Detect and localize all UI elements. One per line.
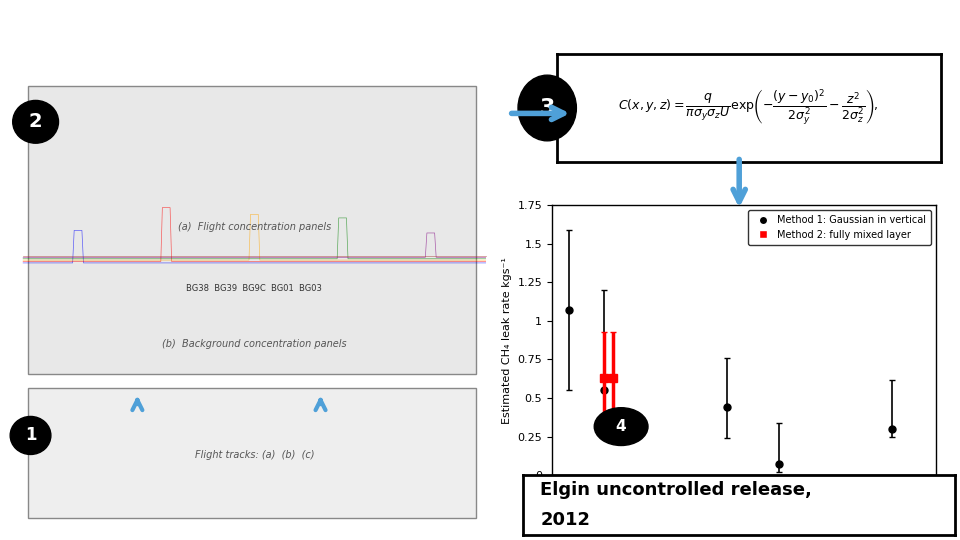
Text: II. GAUSSIAN METHOD: II. GAUSSIAN METHOD bbox=[15, 22, 360, 50]
Text: BG38  BG39  BG9C  BG01  BG03: BG38 BG39 BG9C BG01 BG03 bbox=[186, 284, 323, 293]
FancyBboxPatch shape bbox=[28, 388, 476, 518]
Circle shape bbox=[11, 416, 51, 455]
Text: 2012: 2012 bbox=[540, 511, 590, 529]
Legend: Method 1: Gaussian in vertical, Method 2: fully mixed layer: Method 1: Gaussian in vertical, Method 2… bbox=[748, 210, 931, 245]
Text: Elgin uncontrolled release,: Elgin uncontrolled release, bbox=[540, 481, 812, 499]
Text: $C(x,y,z) = \dfrac{q}{\pi\sigma_y\sigma_z U}\exp\!\left(-\dfrac{(y-y_0)^2}{2\sig: $C(x,y,z) = \dfrac{q}{\pi\sigma_y\sigma_… bbox=[618, 88, 879, 128]
Text: (a)  Flight concentration panels: (a) Flight concentration panels bbox=[178, 222, 331, 232]
FancyBboxPatch shape bbox=[28, 86, 476, 374]
Circle shape bbox=[594, 408, 648, 445]
Text: Flight tracks: (a)  (b)  (c): Flight tracks: (a) (b) (c) bbox=[195, 450, 314, 460]
Circle shape bbox=[518, 75, 576, 141]
Y-axis label: Estimated CH₄ leak rate kgs⁻¹: Estimated CH₄ leak rate kgs⁻¹ bbox=[502, 256, 512, 424]
Text: 4: 4 bbox=[615, 419, 627, 434]
X-axis label: Date (2012): Date (2012) bbox=[702, 501, 786, 514]
Text: 2: 2 bbox=[29, 112, 42, 131]
Circle shape bbox=[12, 100, 59, 143]
Text: (b)  Background concentration panels: (b) Background concentration panels bbox=[162, 339, 347, 348]
Text: 1: 1 bbox=[25, 427, 36, 444]
Text: 3: 3 bbox=[540, 98, 555, 118]
